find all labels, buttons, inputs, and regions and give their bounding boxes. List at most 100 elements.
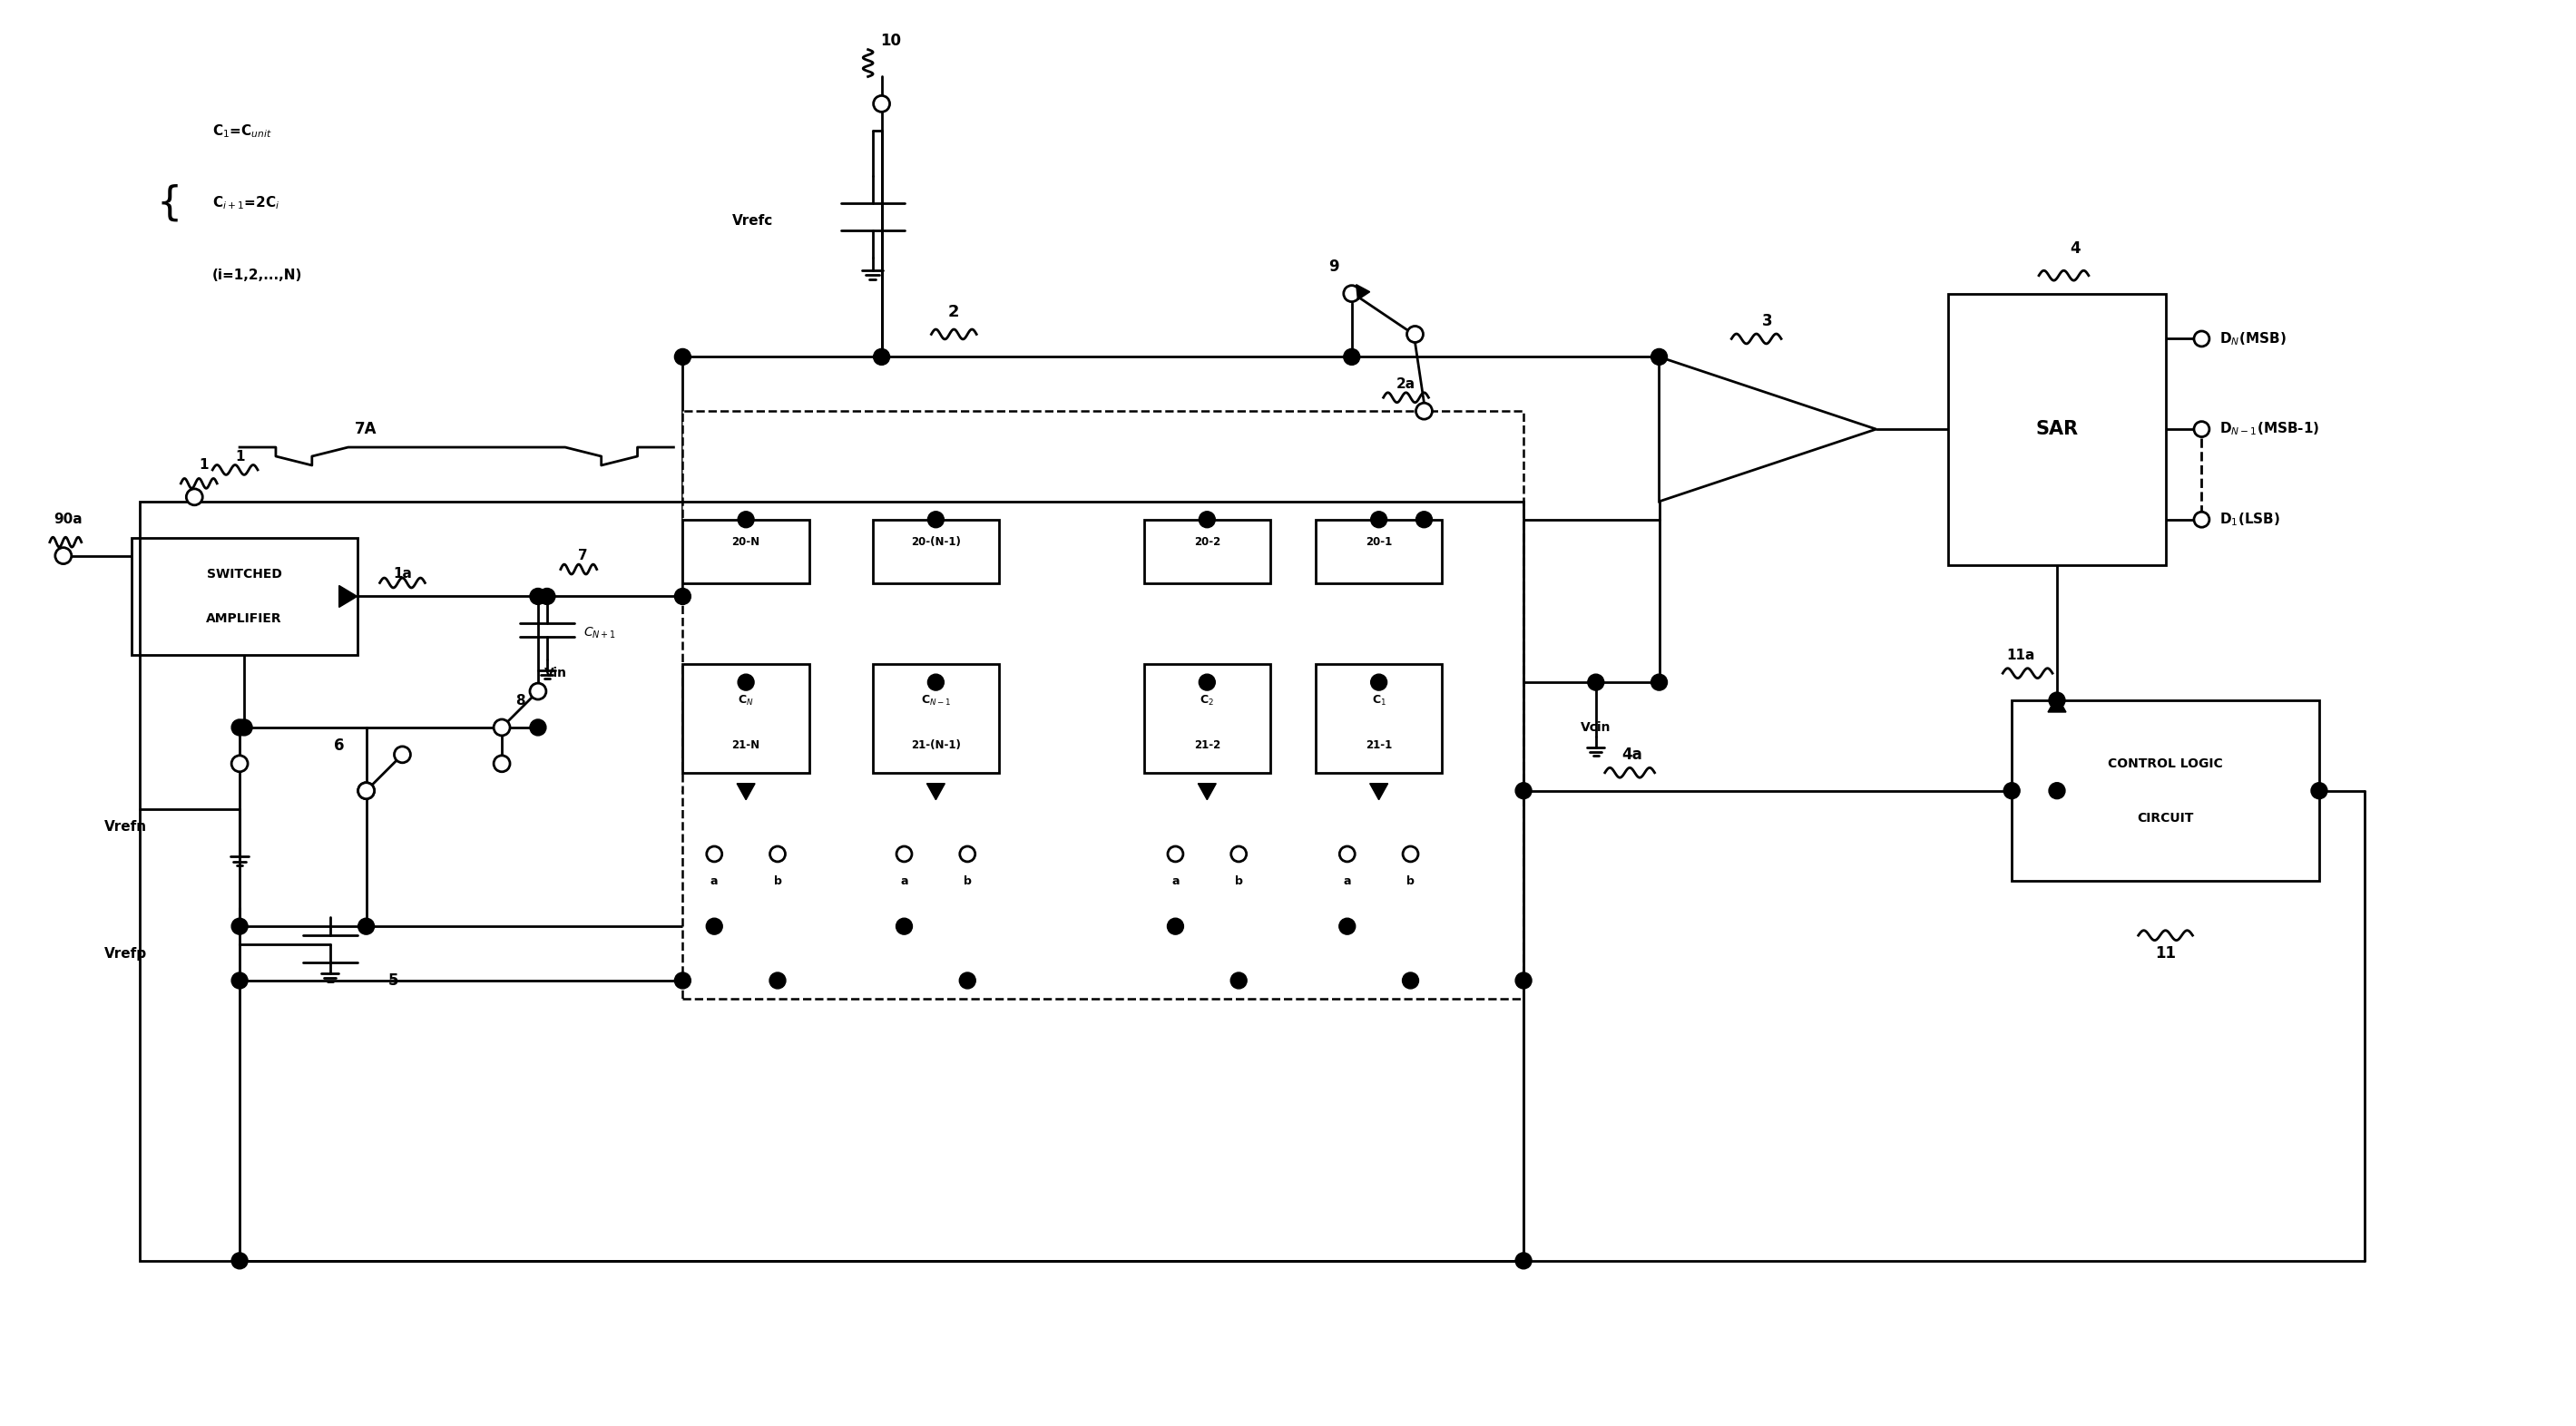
Circle shape [1515,783,1533,799]
Bar [1947,294,2166,565]
Circle shape [232,719,247,736]
Text: 11a: 11a [2007,649,2035,662]
Circle shape [1370,512,1386,528]
Text: 20-1: 20-1 [1365,536,1391,548]
Circle shape [873,96,889,111]
Circle shape [961,846,976,861]
Circle shape [1340,918,1355,934]
Circle shape [538,589,556,605]
Text: $C_{N+1}$: $C_{N+1}$ [582,625,616,640]
Circle shape [358,918,374,934]
Text: Vrefp: Vrefp [103,947,147,960]
Circle shape [958,973,976,988]
Text: b: b [1406,876,1414,887]
Text: AMPLIFIER: AMPLIFIER [206,613,283,626]
Text: a: a [1172,876,1180,887]
Circle shape [1417,404,1432,419]
Text: 21-2: 21-2 [1193,740,1221,752]
Circle shape [770,973,786,988]
Text: 11: 11 [2156,945,2177,961]
Circle shape [1345,285,1360,302]
Text: Vrefc: Vrefc [732,214,773,228]
Circle shape [1417,512,1432,528]
Circle shape [2195,512,2210,528]
Text: D$_N$(MSB): D$_N$(MSB) [2221,331,2287,348]
Bar [683,665,809,773]
Text: 1a: 1a [394,568,412,580]
Circle shape [1401,973,1419,988]
Text: 20-N: 20-N [732,536,760,548]
Text: (i=1,2,...,N): (i=1,2,...,N) [211,268,301,282]
Polygon shape [1370,783,1388,800]
Text: 7: 7 [580,549,587,562]
Circle shape [358,783,374,799]
Text: 8: 8 [515,693,526,707]
Text: SAR: SAR [2035,421,2079,438]
Circle shape [2048,692,2066,709]
Polygon shape [2048,696,2066,712]
Text: a: a [902,876,909,887]
Text: C$_1$: C$_1$ [1370,693,1386,707]
Circle shape [2195,422,2210,436]
Text: Vrefn: Vrefn [103,820,147,834]
Text: 4a: 4a [1623,746,1643,763]
Text: a: a [1342,876,1350,887]
Circle shape [495,719,510,736]
Text: 20-2: 20-2 [1193,536,1221,548]
Bar [1316,665,1443,773]
Text: 3: 3 [1762,312,1772,329]
Text: b: b [773,876,781,887]
Text: 4: 4 [2069,240,2081,257]
Circle shape [531,683,546,699]
Circle shape [1231,846,1247,861]
Bar [1144,519,1270,583]
Circle shape [1651,674,1667,690]
Bar [1144,665,1270,773]
Circle shape [927,674,943,690]
Polygon shape [1659,356,1875,502]
Bar [131,538,358,655]
Circle shape [1167,846,1182,861]
Bar [873,665,999,773]
Text: $\{$: $\{$ [157,183,178,224]
Circle shape [927,512,943,528]
Circle shape [232,756,247,771]
Text: 7A: 7A [355,421,376,438]
Text: CIRCUIT: CIRCUIT [2138,811,2195,824]
Text: 2: 2 [948,304,961,319]
Circle shape [2004,783,2020,799]
Circle shape [706,846,721,861]
Circle shape [1340,846,1355,861]
Text: 90a: 90a [54,513,82,526]
Circle shape [531,589,546,605]
Text: C$_1$=C$_{unit}$: C$_1$=C$_{unit}$ [211,123,273,140]
Circle shape [675,589,690,605]
Polygon shape [1355,285,1370,299]
Circle shape [675,973,690,988]
Circle shape [1345,349,1360,365]
Bar [2012,700,2318,881]
Text: 21-N: 21-N [732,740,760,752]
Text: 21-(N-1): 21-(N-1) [912,740,961,752]
Circle shape [185,489,204,505]
Circle shape [896,846,912,861]
Circle shape [1515,973,1533,988]
Text: Vin: Vin [544,667,567,680]
Text: 20-(N-1): 20-(N-1) [912,536,961,548]
Text: SWITCHED: SWITCHED [206,568,281,580]
Circle shape [770,846,786,861]
Circle shape [237,719,252,736]
Circle shape [896,918,912,934]
Text: C$_{i+1}$=2C$_i$: C$_{i+1}$=2C$_i$ [211,195,281,211]
Bar [1316,519,1443,583]
Circle shape [394,746,410,763]
Text: 9: 9 [1329,258,1340,275]
Circle shape [737,674,755,690]
Text: b: b [963,876,971,887]
Circle shape [232,973,247,988]
Text: C$_N$: C$_N$ [737,693,755,707]
Circle shape [1515,1252,1533,1269]
Polygon shape [737,783,755,800]
Circle shape [1370,674,1386,690]
Text: Vcin: Vcin [1582,722,1610,734]
